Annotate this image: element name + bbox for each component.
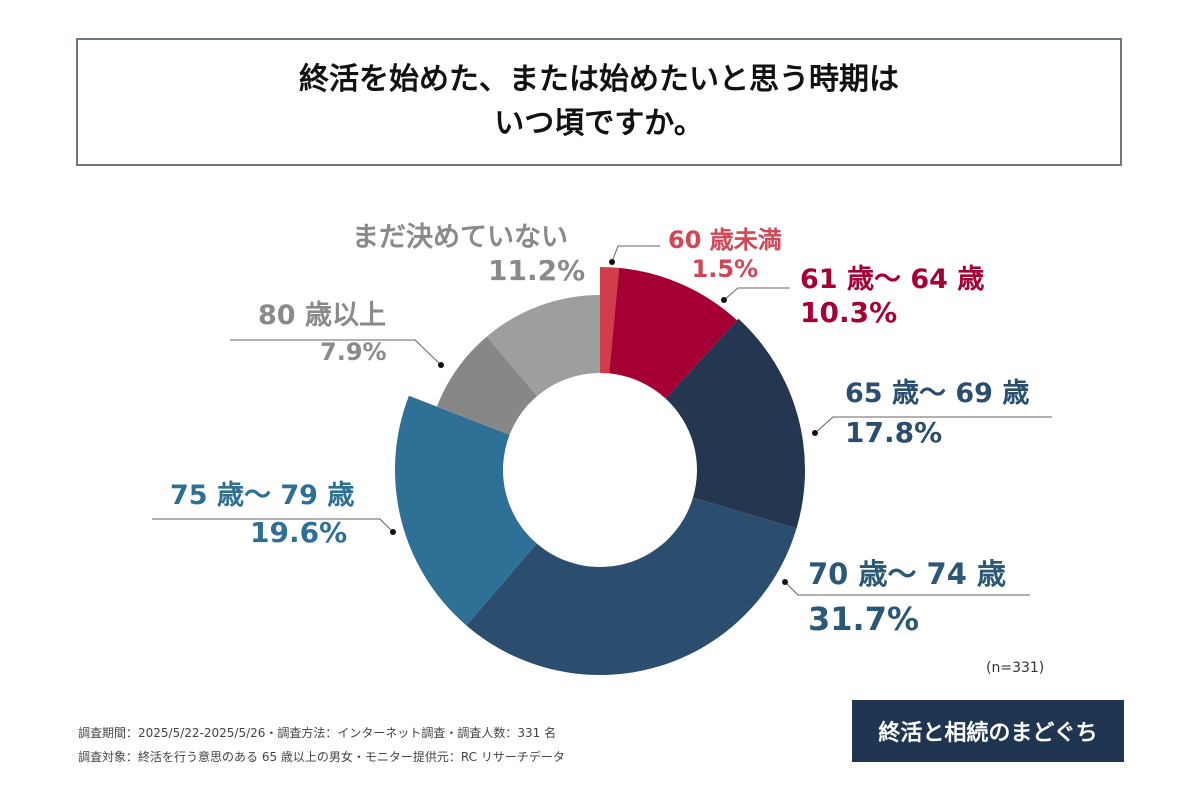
slice-4 [394, 395, 537, 626]
chart-title: 終活を始めた、または始めたいと思う時期は いつ頃ですか。 [76, 38, 1122, 166]
leader-line-3 [784, 581, 1030, 596]
leader-dot-4 [390, 529, 396, 535]
leader-line-2 [814, 416, 1052, 434]
slice-6 [486, 295, 600, 397]
slice-1 [609, 267, 738, 399]
slice-0 [600, 267, 620, 374]
leader-line-5 [230, 339, 442, 366]
leader-dot-2 [812, 430, 818, 436]
leader-dot-3 [782, 579, 788, 585]
leader-line-1 [723, 287, 790, 301]
label-70-74: 70 歳〜 74 歳 31.7% [808, 557, 1007, 638]
brand-logo: 終活と相続のまどぐち [852, 700, 1124, 762]
slice-3 [466, 497, 797, 675]
survey-note-2: 調査対象：終活を行う意思のある 65 歳以上の男女・モニター提供元：RC リサー… [78, 750, 565, 764]
label-65-69: 65 歳〜 69 歳 17.8% [845, 378, 1030, 450]
leader-line-4 [152, 518, 394, 533]
label-under-60: 60 歳未満 1.5% [668, 226, 782, 283]
leader-dot-5 [438, 362, 444, 368]
slice-2 [665, 318, 805, 529]
sample-size: (n=331) [986, 660, 1045, 676]
leader-line-0 [611, 245, 660, 263]
label-undecided: まだ決めていない 11.2% [352, 222, 586, 288]
slice-5 [436, 336, 538, 435]
leader-dot-0 [609, 259, 615, 265]
title-line-1: 終活を始めた、または始めたいと思う時期は [299, 62, 899, 97]
leader-dot-1 [721, 297, 727, 303]
label-80-plus: 80 歳以上 7.9% [258, 300, 387, 367]
title-line-2: いつ頃ですか。 [494, 106, 704, 141]
label-61-64: 61 歳〜 64 歳 10.3% [800, 264, 985, 330]
survey-note-1: 調査期間：2025/5/22-2025/5/26・調査方法：インターネット調査・… [78, 726, 557, 740]
label-75-79: 75 歳〜 79 歳 19.6% [170, 480, 355, 550]
